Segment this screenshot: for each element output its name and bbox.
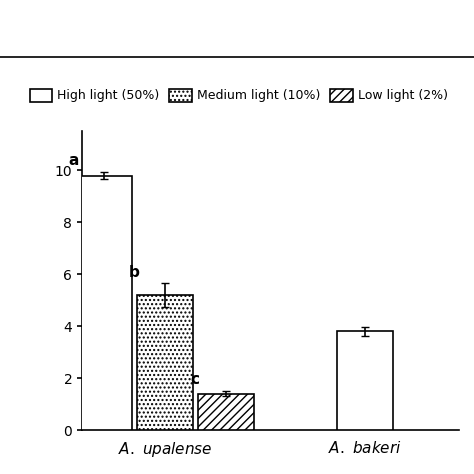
Bar xyxy=(337,331,393,430)
Legend: High light (50%), Medium light (10%), Low light (2%): High light (50%), Medium light (10%), Lo… xyxy=(25,84,453,108)
Text: a: a xyxy=(68,153,78,168)
Bar xyxy=(198,394,254,430)
Bar xyxy=(137,295,193,430)
Text: b: b xyxy=(129,264,139,280)
Bar xyxy=(76,175,132,430)
Text: c: c xyxy=(191,373,200,387)
